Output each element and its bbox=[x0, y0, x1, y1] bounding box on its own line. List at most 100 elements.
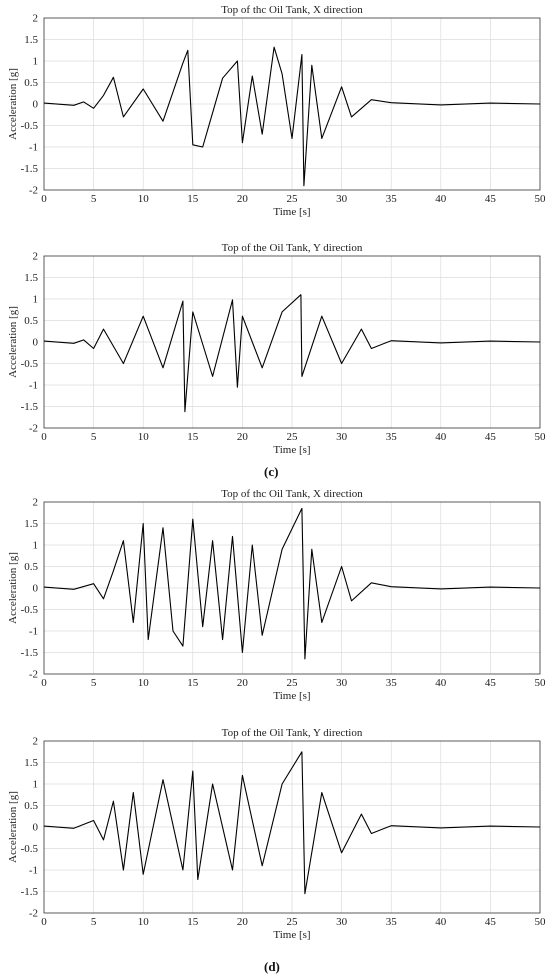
y-tick-label: 1.5 bbox=[24, 518, 38, 530]
y-tick-label: 1 bbox=[33, 294, 39, 306]
y-axis-label: Acceleration [g] bbox=[7, 791, 19, 863]
chart-title: Top of thc Oil Tank, X direction bbox=[221, 488, 363, 500]
x-axis-label: Time [s] bbox=[273, 444, 310, 456]
x-tick-label: 5 bbox=[91, 431, 97, 443]
y-tick-label: -1 bbox=[29, 380, 38, 392]
y-tick-label: 0.5 bbox=[24, 315, 38, 327]
x-axis-label: Time [s] bbox=[273, 206, 310, 218]
chart-title: Top of the Oil Tank, Y direction bbox=[222, 242, 363, 254]
x-tick-label: 25 bbox=[287, 677, 299, 689]
y-tick-label: 1.5 bbox=[24, 757, 38, 769]
x-tick-label: 25 bbox=[287, 916, 299, 928]
y-tick-label: 1 bbox=[33, 540, 39, 552]
x-tick-label: 35 bbox=[386, 431, 398, 443]
y-axis-label: Acceleration [g] bbox=[7, 68, 19, 140]
y-tick-label: 2 bbox=[33, 251, 39, 263]
x-tick-label: 50 bbox=[535, 677, 547, 689]
x-tick-label: 50 bbox=[535, 916, 547, 928]
y-tick-label: -2 bbox=[29, 185, 38, 197]
y-tick-label: 0.5 bbox=[24, 561, 38, 573]
y-tick-label: 2 bbox=[33, 13, 39, 25]
y-tick-label: -1 bbox=[29, 142, 38, 154]
y-tick-label: -2 bbox=[29, 423, 38, 435]
y-tick-label: 1.5 bbox=[24, 272, 38, 284]
y-tick-label: 2 bbox=[33, 497, 39, 509]
series-line-acceleration bbox=[43, 46, 541, 187]
x-tick-label: 40 bbox=[435, 677, 447, 689]
x-tick-label: 15 bbox=[187, 916, 199, 928]
panel-label-c: (c) bbox=[264, 464, 279, 479]
y-tick-label: 0 bbox=[33, 99, 39, 111]
x-tick-label: 45 bbox=[485, 916, 497, 928]
y-tick-label: 0.5 bbox=[24, 800, 38, 812]
y-tick-label: 0 bbox=[33, 337, 39, 349]
y-tick-label: 0.5 bbox=[24, 77, 38, 89]
x-tick-label: 30 bbox=[336, 193, 348, 205]
x-tick-label: 35 bbox=[386, 916, 398, 928]
x-tick-label: 10 bbox=[138, 916, 150, 928]
x-tick-label: 20 bbox=[237, 677, 249, 689]
x-tick-label: 5 bbox=[91, 916, 97, 928]
x-tick-label: 45 bbox=[485, 677, 497, 689]
y-tick-label: -1 bbox=[29, 626, 38, 638]
y-tick-label: 2 bbox=[33, 736, 39, 748]
y-tick-label: 0 bbox=[33, 822, 39, 834]
x-tick-label: 40 bbox=[435, 916, 447, 928]
y-tick-label: -1.5 bbox=[21, 163, 39, 175]
series-line-acceleration bbox=[43, 751, 541, 895]
x-tick-label: 25 bbox=[287, 431, 299, 443]
x-tick-label: 45 bbox=[485, 431, 497, 443]
x-tick-label: 35 bbox=[386, 193, 398, 205]
x-tick-label: 0 bbox=[41, 431, 47, 443]
x-tick-label: 40 bbox=[435, 193, 447, 205]
x-tick-label: 20 bbox=[237, 431, 249, 443]
x-tick-label: 10 bbox=[138, 431, 150, 443]
y-axis-label: Acceleration [g] bbox=[7, 306, 19, 378]
chart-title: Top of thc Oil Tank, X direction bbox=[221, 4, 363, 16]
x-tick-label: 20 bbox=[237, 916, 249, 928]
x-tick-label: 50 bbox=[535, 431, 547, 443]
y-tick-label: -0.5 bbox=[21, 843, 39, 855]
y-tick-label: 1 bbox=[33, 779, 39, 791]
series-line-acceleration bbox=[43, 294, 541, 413]
x-axis-label: Time [s] bbox=[273, 690, 310, 702]
y-tick-label: -1 bbox=[29, 865, 38, 877]
x-tick-label: 45 bbox=[485, 193, 497, 205]
y-tick-label: 1 bbox=[33, 56, 39, 68]
y-tick-label: -0.5 bbox=[21, 604, 39, 616]
x-tick-label: 5 bbox=[91, 193, 97, 205]
y-tick-label: -1.5 bbox=[21, 886, 39, 898]
y-tick-label: -2 bbox=[29, 669, 38, 681]
y-tick-label: -1.5 bbox=[21, 401, 39, 413]
x-tick-label: 10 bbox=[138, 193, 150, 205]
y-tick-label: -0.5 bbox=[21, 358, 39, 370]
x-tick-label: 5 bbox=[91, 677, 97, 689]
x-axis-label: Time [s] bbox=[273, 929, 310, 941]
y-tick-label: -0.5 bbox=[21, 120, 39, 132]
x-tick-label: 25 bbox=[287, 193, 299, 205]
y-tick-label: 0 bbox=[33, 583, 39, 595]
x-tick-label: 30 bbox=[336, 677, 348, 689]
y-tick-label: 1.5 bbox=[24, 34, 38, 46]
y-tick-label: -1.5 bbox=[21, 647, 39, 659]
x-tick-label: 0 bbox=[41, 916, 47, 928]
x-tick-label: 20 bbox=[237, 193, 249, 205]
x-tick-label: 35 bbox=[386, 677, 398, 689]
x-tick-label: 15 bbox=[187, 431, 199, 443]
x-tick-label: 30 bbox=[336, 431, 348, 443]
panel-label-d: (d) bbox=[264, 959, 280, 974]
chart-title: Top of the Oil Tank, Y direction bbox=[222, 727, 363, 739]
y-tick-label: -2 bbox=[29, 908, 38, 920]
x-tick-label: 30 bbox=[336, 916, 348, 928]
x-tick-label: 10 bbox=[138, 677, 150, 689]
x-tick-label: 50 bbox=[535, 193, 547, 205]
x-tick-label: 15 bbox=[187, 677, 199, 689]
x-tick-label: 40 bbox=[435, 431, 447, 443]
x-tick-label: 0 bbox=[41, 193, 47, 205]
x-tick-label: 15 bbox=[187, 193, 199, 205]
